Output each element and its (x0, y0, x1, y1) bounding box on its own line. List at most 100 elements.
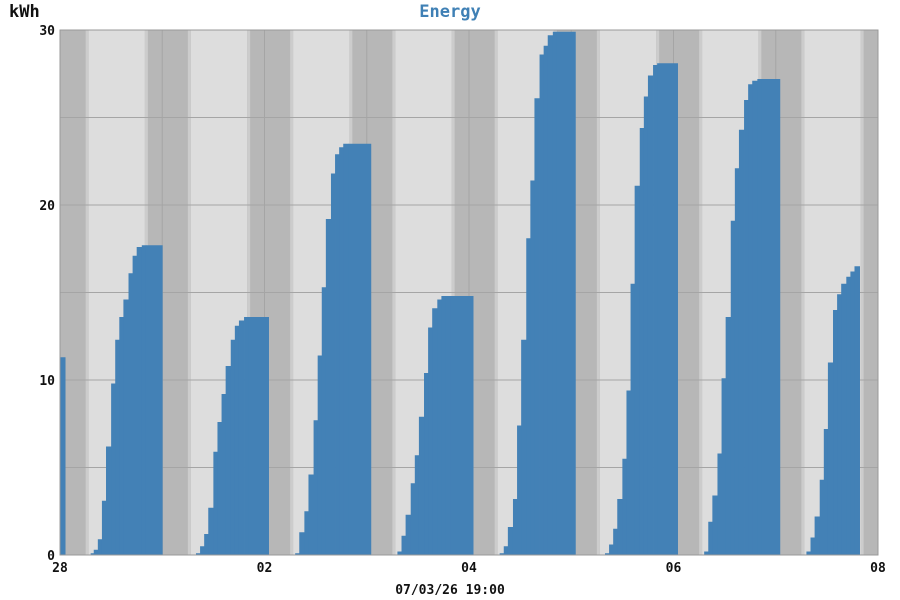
energy-bar (106, 446, 112, 555)
energy-bar (145, 245, 163, 555)
energy-bar (657, 63, 678, 555)
energy-bar (348, 143, 372, 555)
energy-bar (234, 325, 240, 555)
energy-bar (244, 317, 249, 555)
energy-bar (414, 455, 420, 555)
energy-bar (321, 287, 327, 555)
energy-bar (418, 416, 425, 555)
energy-bar (141, 245, 147, 555)
energy-bar (238, 320, 245, 555)
energy-bar (630, 283, 636, 555)
energy-bar (221, 394, 227, 555)
energy-bar (90, 553, 95, 555)
energy-bar (512, 499, 518, 555)
energy-bar (136, 247, 143, 555)
energy-bar (101, 500, 107, 555)
energy-bar (397, 551, 402, 555)
energy-bar (846, 276, 851, 555)
energy-bar (556, 31, 576, 555)
x-tick-label: 02 (257, 561, 273, 576)
energy-bar (730, 220, 736, 555)
energy-bar (304, 511, 309, 555)
energy-bar (823, 429, 829, 555)
timestamp-label: 07/03/26 19:00 (395, 583, 505, 598)
energy-bar (132, 255, 138, 555)
energy-bar (539, 54, 545, 555)
energy-bar (734, 168, 740, 555)
energy-bar (704, 551, 709, 555)
energy-bar (119, 317, 124, 555)
energy-bar (499, 553, 505, 555)
energy-bar (757, 79, 762, 555)
energy-bar (721, 378, 727, 555)
energy-bar (819, 479, 825, 555)
energy-bar (230, 339, 236, 555)
energy-bar (60, 357, 66, 555)
energy-bar (317, 355, 323, 555)
energy-bar (806, 551, 811, 555)
energy-bar (401, 535, 407, 555)
energy-bar (647, 75, 654, 555)
y-tick-label: 30 (39, 24, 55, 39)
chart-title: Energy (419, 2, 480, 22)
energy-bar (708, 521, 713, 555)
energy-bar (827, 362, 834, 555)
energy-bar (810, 537, 816, 555)
energy-bar (111, 383, 116, 555)
energy-bar (517, 425, 522, 555)
x-tick-label: 28 (52, 561, 68, 576)
energy-bar (634, 185, 641, 555)
energy-bar (330, 173, 336, 555)
energy-bar (93, 549, 99, 555)
x-tick-label: 06 (666, 561, 682, 576)
energy-bar (325, 219, 332, 555)
energy-bar (208, 507, 214, 555)
energy-bar (814, 516, 821, 555)
energy-bar (450, 296, 474, 555)
energy-bar (405, 514, 412, 555)
energy-bar (613, 528, 618, 555)
x-axis-ticks: 28 02 04 06 08 (52, 561, 886, 576)
energy-bar (543, 45, 549, 555)
energy-bar (115, 339, 120, 555)
energy-bar (217, 422, 222, 555)
energy-bar (841, 283, 847, 555)
energy-bar (343, 143, 349, 555)
energy-bar (626, 390, 631, 555)
energy-bar (534, 98, 540, 555)
plot-frame (59, 29, 879, 556)
energy-bar (850, 271, 855, 555)
energy-bar (295, 553, 300, 555)
energy-bar (428, 327, 433, 555)
energy-bar (97, 539, 103, 555)
energy-bar (833, 310, 838, 555)
energy-bar (717, 453, 722, 555)
energy-bar (128, 273, 133, 555)
energy-bar (441, 296, 446, 555)
y-axis-unit: kWh (9, 2, 40, 22)
energy-bar (424, 373, 429, 555)
energy-bar (837, 294, 842, 555)
energy-bar (752, 80, 758, 555)
y-tick-label: 0 (47, 549, 55, 564)
energy-bar (521, 339, 527, 555)
energy-bar (503, 546, 509, 555)
energy-bar (622, 458, 627, 555)
energy-bar (432, 308, 438, 555)
energy-bar (617, 499, 623, 555)
energy-bar (854, 266, 860, 555)
y-tick-label: 10 (39, 374, 55, 389)
energy-bar (213, 451, 218, 555)
energy-bar (604, 553, 610, 555)
energy-bar (761, 79, 781, 555)
energy-bar (530, 180, 535, 555)
energy-bar (738, 129, 745, 555)
energy-bar (445, 296, 451, 555)
energy-bar (204, 534, 209, 555)
energy-bar (195, 553, 201, 555)
energy-bar (299, 532, 305, 555)
x-tick-label: 08 (870, 561, 886, 576)
energy-bar (248, 317, 269, 555)
energy-bar (725, 317, 732, 555)
